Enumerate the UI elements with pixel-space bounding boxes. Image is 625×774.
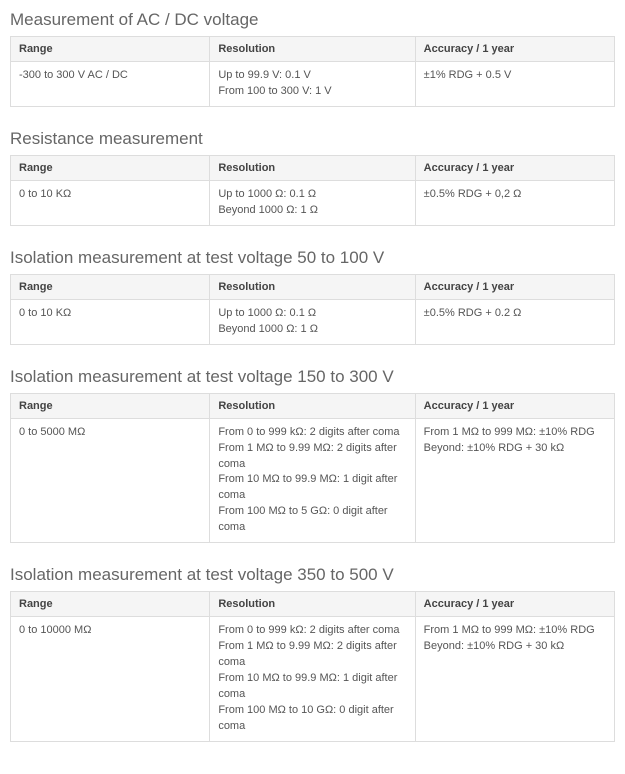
cell-range: 0 to 10 KΩ (11, 180, 210, 225)
table-row: 0 to 5000 MΩFrom 0 to 999 kΩ: 2 digits a… (11, 418, 615, 543)
table-header-row: RangeResolutionAccuracy / 1 year (11, 393, 615, 418)
column-header: Range (11, 37, 210, 62)
cell-resolution: Up to 1000 Ω: 0.1 ΩBeyond 1000 Ω: 1 Ω (210, 180, 415, 225)
section-title: Resistance measurement (10, 129, 615, 149)
table-header-row: RangeResolutionAccuracy / 1 year (11, 37, 615, 62)
table-row: 0 to 10 KΩUp to 1000 Ω: 0.1 ΩBeyond 1000… (11, 299, 615, 344)
cell-resolution: Up to 99.9 V: 0.1 VFrom 100 to 300 V: 1 … (210, 62, 415, 107)
section-title: Isolation measurement at test voltage 35… (10, 565, 615, 585)
column-header: Accuracy / 1 year (415, 274, 614, 299)
column-header: Range (11, 592, 210, 617)
cell-accuracy: From 1 MΩ to 999 MΩ: ±10% RDGBeyond: ±10… (415, 617, 614, 742)
cell-resolution: From 0 to 999 kΩ: 2 digits after comaFro… (210, 418, 415, 543)
spec-table: RangeResolutionAccuracy / 1 year0 to 500… (10, 393, 615, 544)
cell-accuracy: ±1% RDG + 0.5 V (415, 62, 614, 107)
spec-table: RangeResolutionAccuracy / 1 year0 to 10 … (10, 274, 615, 345)
column-header: Accuracy / 1 year (415, 393, 614, 418)
table-row: 0 to 10000 MΩFrom 0 to 999 kΩ: 2 digits … (11, 617, 615, 742)
table-header-row: RangeResolutionAccuracy / 1 year (11, 274, 615, 299)
column-header: Resolution (210, 274, 415, 299)
cell-resolution: From 0 to 999 kΩ: 2 digits after comaFro… (210, 617, 415, 742)
cell-resolution: Up to 1000 Ω: 0.1 ΩBeyond 1000 Ω: 1 Ω (210, 299, 415, 344)
cell-range: 0 to 10 KΩ (11, 299, 210, 344)
section-title: Measurement of AC / DC voltage (10, 10, 615, 30)
column-header: Range (11, 393, 210, 418)
cell-range: 0 to 10000 MΩ (11, 617, 210, 742)
spec-table: RangeResolutionAccuracy / 1 year0 to 10 … (10, 155, 615, 226)
cell-accuracy: From 1 MΩ to 999 MΩ: ±10% RDGBeyond: ±10… (415, 418, 614, 543)
column-header: Resolution (210, 37, 415, 62)
column-header: Resolution (210, 592, 415, 617)
column-header: Range (11, 274, 210, 299)
cell-accuracy: ±0.5% RDG + 0,2 Ω (415, 180, 614, 225)
spec-table: RangeResolutionAccuracy / 1 year0 to 100… (10, 591, 615, 742)
section-title: Isolation measurement at test voltage 50… (10, 248, 615, 268)
table-header-row: RangeResolutionAccuracy / 1 year (11, 155, 615, 180)
section-title: Isolation measurement at test voltage 15… (10, 367, 615, 387)
column-header: Range (11, 155, 210, 180)
column-header: Resolution (210, 393, 415, 418)
table-row: 0 to 10 KΩUp to 1000 Ω: 0.1 ΩBeyond 1000… (11, 180, 615, 225)
spec-table: RangeResolutionAccuracy / 1 year-300 to … (10, 36, 615, 107)
cell-accuracy: ±0.5% RDG + 0.2 Ω (415, 299, 614, 344)
spec-section: Resistance measurement RangeResolutionAcc… (10, 129, 615, 226)
column-header: Resolution (210, 155, 415, 180)
column-header: Accuracy / 1 year (415, 155, 614, 180)
spec-section: Measurement of AC / DC voltage RangeResol… (10, 10, 615, 107)
spec-section: Isolation measurement at test voltage 15… (10, 367, 615, 544)
table-row: -300 to 300 V AC / DCUp to 99.9 V: 0.1 V… (11, 62, 615, 107)
cell-range: 0 to 5000 MΩ (11, 418, 210, 543)
column-header: Accuracy / 1 year (415, 592, 614, 617)
cell-range: -300 to 300 V AC / DC (11, 62, 210, 107)
table-header-row: RangeResolutionAccuracy / 1 year (11, 592, 615, 617)
column-header: Accuracy / 1 year (415, 37, 614, 62)
spec-section: Isolation measurement at test voltage 35… (10, 565, 615, 742)
spec-section: Isolation measurement at test voltage 50… (10, 248, 615, 345)
